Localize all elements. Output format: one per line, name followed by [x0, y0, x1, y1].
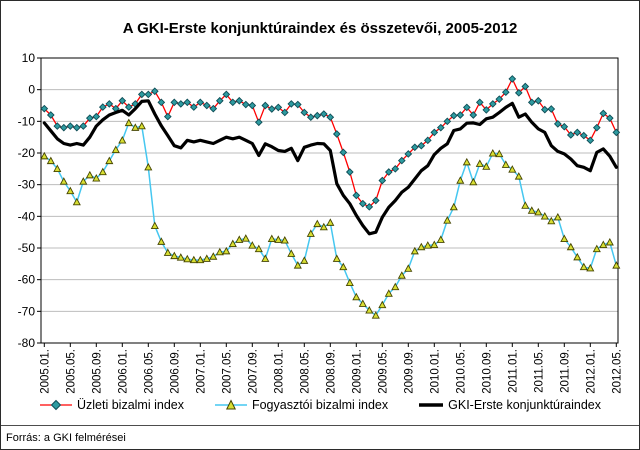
- x-axis-label: 2007.01.: [195, 349, 207, 394]
- x-axis-label: 2010.05.: [455, 349, 467, 394]
- x-axis-label: 2005.05.: [65, 349, 77, 394]
- x-axis-label: 2012.05.: [611, 349, 623, 394]
- chart-title: A GKI-Erste konjunktúraindex és összetev…: [122, 20, 518, 37]
- legend-item-business: Üzleti bizalmi index: [39, 398, 184, 412]
- x-axis-label: 2009.01.: [351, 349, 363, 394]
- y-axis-label: -80: [18, 336, 36, 350]
- x-axis-label: 2009.05.: [377, 349, 389, 394]
- y-axis-label: -10: [18, 114, 36, 128]
- business-line-diamond-icon: [39, 399, 72, 411]
- x-axis: 2005.01. 2005.05. 2005.09. 2006.01. 2006.05.…: [39, 343, 623, 394]
- x-axis-label: 2009.09.: [403, 349, 415, 394]
- footer-separator: [1, 425, 639, 426]
- x-axis-label: 2011.05.: [533, 349, 545, 393]
- y-axis-label: -40: [18, 209, 36, 223]
- plot-border: [40, 57, 619, 344]
- x-axis-label: 2012.01.: [585, 349, 597, 394]
- x-axis-label: 2006.05.: [143, 349, 155, 394]
- chart-legend: Üzleti bizalmi index Fogyasztói bizalmi …: [1, 398, 639, 412]
- y-axis-label: -30: [18, 178, 36, 192]
- x-axis-label: 2005.01.: [39, 349, 51, 394]
- x-axis-label: 2005.09.: [91, 349, 103, 394]
- y-axis-label: -50: [18, 241, 36, 255]
- gki-series: [42, 99, 618, 236]
- x-axis-label: 2006.01.: [117, 349, 129, 394]
- y-axis-label: -70: [18, 304, 36, 318]
- y-axis-label: -60: [18, 273, 36, 287]
- y-axis-label: -20: [18, 146, 36, 160]
- x-axis-label: 2008.01.: [273, 349, 285, 394]
- legend-label-gki: GKI-Erste konjunktúraindex: [448, 398, 601, 412]
- consumer-line-triangle-icon: [214, 399, 247, 410]
- x-axis-label: 2011.09.: [559, 349, 571, 393]
- x-axis-label: 2006.09.: [169, 349, 181, 394]
- consumer-series: [40, 118, 621, 319]
- y-axis: 10 0 -10 -20 -30 -40 -50 -60 -70 -80: [18, 51, 41, 350]
- y-axis-label: 10: [22, 51, 36, 65]
- x-axis-label: 2008.05.: [299, 349, 311, 394]
- x-axis-label: 2008.09.: [325, 349, 337, 394]
- source-note: Forrás: a GKI felmérései: [6, 432, 126, 444]
- legend-item-gki: GKI-Erste konjunktúraindex: [418, 398, 601, 412]
- x-axis-label: 2010.01.: [429, 349, 441, 394]
- x-axis-label: 2010.09.: [481, 349, 493, 394]
- gki-thick-line-icon: [419, 403, 444, 407]
- legend-label-business: Üzleti bizalmi index: [76, 398, 184, 412]
- x-axis-label: 2007.09.: [247, 349, 259, 394]
- legend-label-consumer: Fogyasztói bizalmi index: [251, 398, 389, 412]
- y-axis-label: 0: [28, 83, 35, 97]
- business-series: [40, 75, 621, 211]
- x-axis-label: 2007.05.: [221, 349, 233, 394]
- x-axis-label: 2011.01.: [507, 349, 519, 393]
- legend-item-consumer: Fogyasztói bizalmi index: [214, 398, 388, 412]
